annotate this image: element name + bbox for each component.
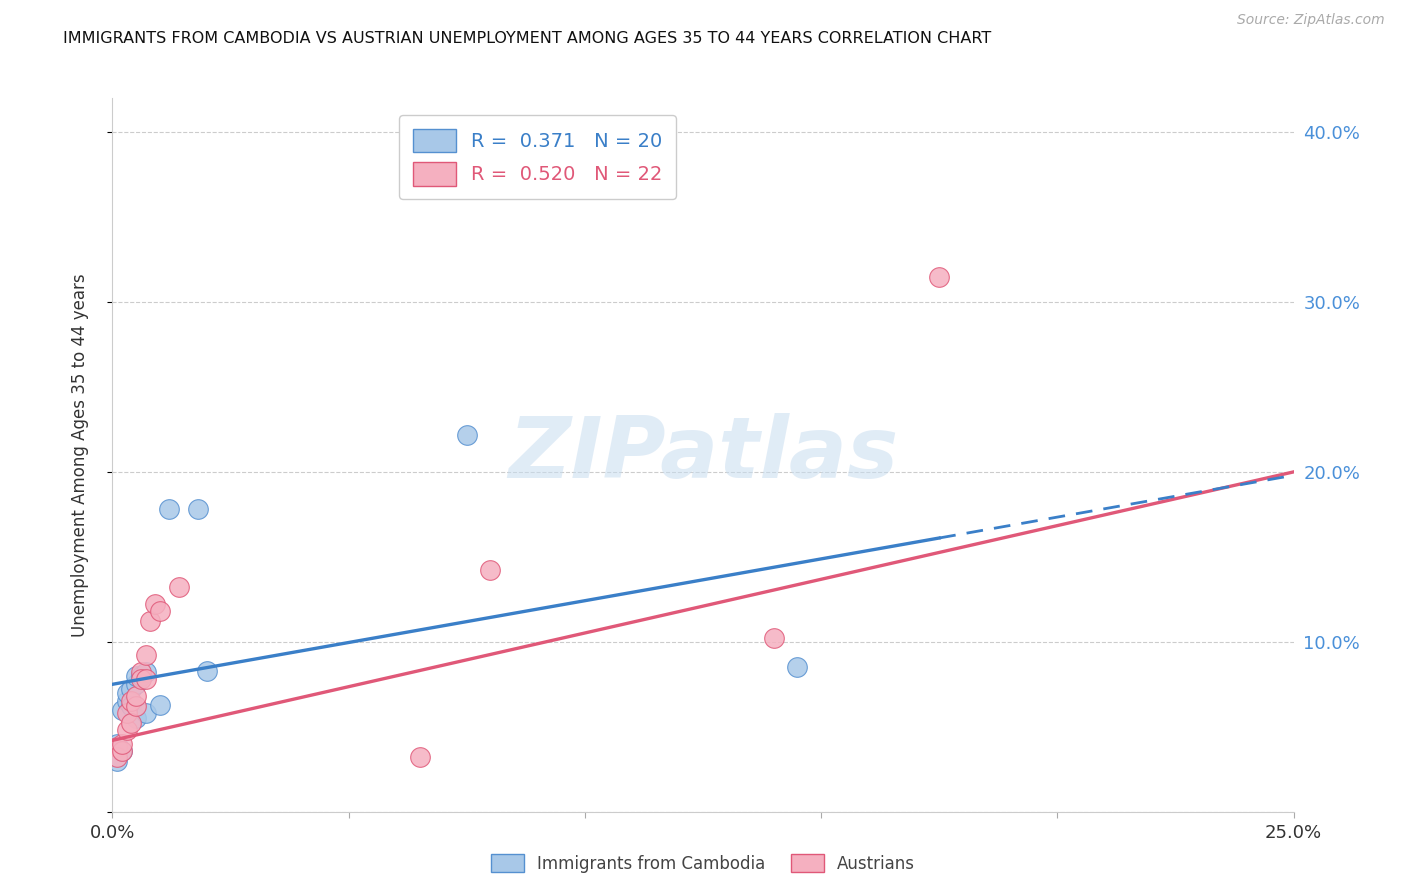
Point bbox=[125, 669, 148, 683]
Point bbox=[120, 699, 142, 714]
Point bbox=[125, 711, 148, 725]
Text: Source: ZipAtlas.com: Source: ZipAtlas.com bbox=[1237, 13, 1385, 28]
Point bbox=[111, 703, 134, 717]
Point bbox=[157, 502, 180, 516]
Point bbox=[762, 632, 785, 646]
Point bbox=[928, 269, 950, 284]
Point bbox=[139, 615, 162, 629]
Point bbox=[111, 743, 134, 757]
Point bbox=[111, 737, 134, 751]
Point bbox=[105, 754, 128, 768]
Point bbox=[115, 723, 138, 738]
Point bbox=[479, 564, 502, 578]
Point bbox=[120, 716, 142, 731]
Point bbox=[120, 694, 142, 708]
Point bbox=[125, 689, 148, 703]
Point bbox=[195, 664, 218, 678]
Point bbox=[115, 686, 138, 700]
Point bbox=[105, 740, 128, 755]
Point bbox=[105, 750, 128, 764]
Y-axis label: Unemployment Among Ages 35 to 44 years: Unemployment Among Ages 35 to 44 years bbox=[70, 273, 89, 637]
Point bbox=[129, 672, 152, 686]
Point bbox=[135, 648, 157, 663]
Point bbox=[786, 660, 808, 674]
Point bbox=[105, 737, 128, 751]
Legend: R =  0.371   N = 20, R =  0.520   N = 22: R = 0.371 N = 20, R = 0.520 N = 22 bbox=[399, 115, 676, 200]
Point bbox=[120, 682, 142, 697]
Point bbox=[143, 598, 166, 612]
Point bbox=[125, 699, 148, 714]
Point bbox=[125, 677, 148, 691]
Point bbox=[135, 672, 157, 686]
Point bbox=[129, 665, 152, 680]
Point bbox=[135, 665, 157, 680]
Point bbox=[167, 581, 190, 595]
Point bbox=[135, 706, 157, 721]
Point bbox=[115, 706, 138, 721]
Point bbox=[186, 502, 208, 516]
Point bbox=[149, 698, 172, 712]
Point bbox=[149, 604, 172, 618]
Point bbox=[456, 427, 478, 442]
Point bbox=[129, 669, 152, 683]
Point bbox=[115, 694, 138, 708]
Text: IMMIGRANTS FROM CAMBODIA VS AUSTRIAN UNEMPLOYMENT AMONG AGES 35 TO 44 YEARS CORR: IMMIGRANTS FROM CAMBODIA VS AUSTRIAN UNE… bbox=[63, 31, 991, 46]
Legend: Immigrants from Cambodia, Austrians: Immigrants from Cambodia, Austrians bbox=[484, 847, 922, 880]
Point bbox=[408, 750, 430, 764]
Text: ZIPatlas: ZIPatlas bbox=[508, 413, 898, 497]
Point bbox=[111, 743, 134, 757]
